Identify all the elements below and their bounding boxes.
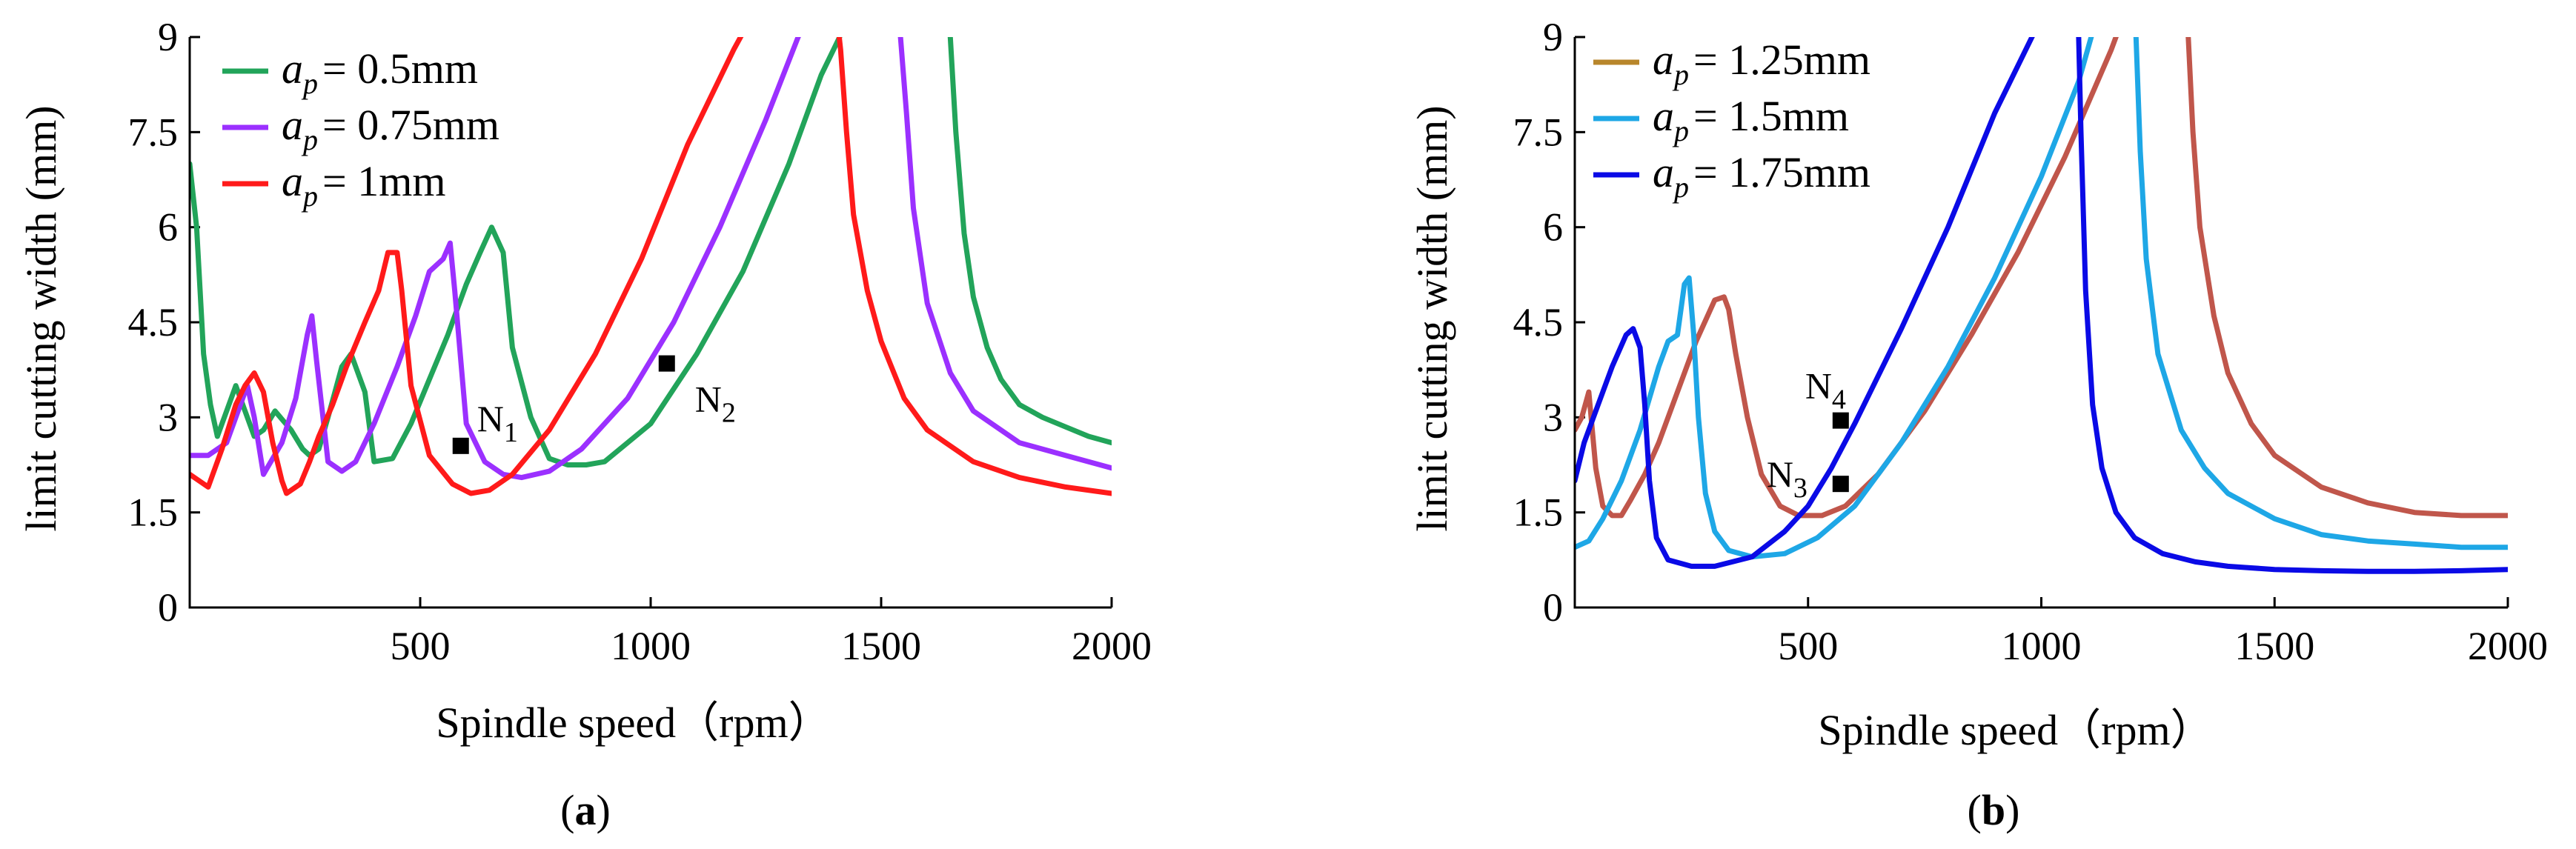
x-tick-label: 500 [1778,624,1838,668]
axes-frame [188,37,1112,609]
y-tick-label: 0 [1543,585,1563,630]
series-line-a-p-1-25mm-right-branch- [2185,37,2508,519]
y-tick-label: 3 [1543,395,1563,439]
panel-label: (b) [1968,786,2020,834]
series-line-a-p-0-5mm [190,37,843,467]
point-marker [1832,476,1849,493]
x-tick-label: 1000 [611,624,691,668]
x-tick-label: 2000 [1072,624,1152,668]
x-tick-label: 500 [391,624,451,668]
axis-ticks: 0 1.5 3 4.5 6 7.5 9 500 1000 1500 2000 [128,15,1152,668]
series-line-a-p-1mm-right-branch- [836,37,1112,496]
y-tick-label: 0 [158,585,178,630]
series-line-a-p-0-5mm-right-branch- [947,37,1112,446]
y-tick-label: 7.5 [1513,110,1564,154]
point-label: N4 [1805,365,1846,416]
y-tick-label: 7.5 [128,110,179,154]
y-tick-label: 3 [158,395,178,439]
y-tick-label: 6 [1543,205,1563,250]
y-axis-title: limit cutting width (mm) [1408,105,1456,531]
series-line-a-p-0-75mm-right-branch- [897,37,1112,471]
legend-entry: ap = 0.5mm [282,44,478,100]
series-line-a-p-1-75mm [1575,37,2035,569]
y-tick-label: 4.5 [1513,300,1564,344]
x-tick-label: 1000 [2002,624,2082,668]
chart-panel-a: limit cutting width (mm) Spindle speed（r… [17,15,1152,834]
point-label: N1 [477,398,518,448]
legend-entry: ap = 1.5mm [1653,92,1849,147]
legend-entry: ap = 0.75mm [282,101,499,156]
y-tick-label: 9 [158,15,178,59]
legend-entry: ap = 1mm [282,157,445,213]
point-marker [658,355,675,372]
x-axis-title: Spindle speed（rpm） [1818,706,2213,754]
axis-ticks: 0 1.5 3 4.5 6 7.5 9 500 1000 1500 2000 [1513,15,2549,668]
axis-lines [188,37,1112,609]
x-axis-title: Spindle speed（rpm） [436,699,831,747]
point-label: N2 [695,379,736,429]
axes-frame [1573,37,2508,609]
point-marker [452,437,469,454]
series-line-a-p-1-5mm-right-branch- [2133,37,2508,550]
panel-label: (a) [560,786,611,834]
y-tick-label: 4.5 [128,300,179,344]
series-layer [1575,37,2508,574]
series-line-a-p-1mm [190,37,744,496]
x-tick-label: 1500 [841,624,921,668]
annotation-points: N1 N2 [452,355,736,454]
y-tick-label: 6 [158,205,178,250]
series-layer [190,37,1112,496]
series-line-a-p-1-5mm [1575,37,2094,560]
y-tick-label: 1.5 [128,490,179,535]
chart-panel-b: limit cutting width (mm) Spindle speed（r… [1408,15,2549,834]
point-marker [1832,412,1849,429]
legend-entry: ap = 1.25mm [1653,36,1870,91]
x-tick-label: 1500 [2234,624,2314,668]
series-line-a-p-1-25mm [1575,37,2119,519]
axis-lines [1573,37,2508,609]
y-tick-label: 9 [1543,15,1563,59]
series-line-a-p-1-75mm-right-branch- [2076,37,2508,574]
x-tick-label: 2000 [2468,624,2548,668]
legend-entry: ap = 1.75mm [1653,148,1870,204]
y-axis-title: limit cutting width (mm) [17,105,65,531]
y-tick-label: 1.5 [1513,490,1564,535]
